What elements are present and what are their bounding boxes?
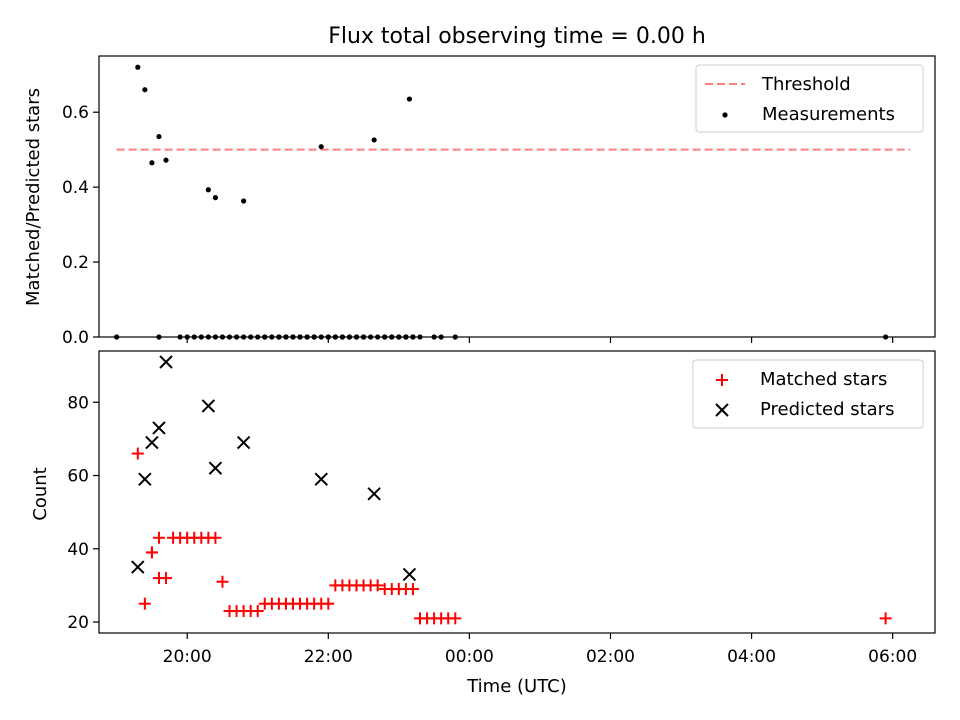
y-tick-label: 0.2 <box>62 253 89 273</box>
predicted-star-stroke <box>152 421 166 435</box>
predicted-star-stroke <box>131 560 145 574</box>
y-tick-label: 60 <box>67 467 89 487</box>
matched-star-marker <box>406 583 419 596</box>
predicted-star-stroke <box>314 472 328 486</box>
predicted-star-stroke <box>159 355 173 369</box>
predicted-star-marker <box>367 487 381 501</box>
bottom-legend: Matched stars Predicted stars <box>692 359 924 429</box>
y-tick-label: 0.0 <box>62 328 89 348</box>
top-y-axis: 0.0 0.2 0.4 0.6 <box>62 103 99 348</box>
x-axis-label: Time (UTC) <box>466 676 567 697</box>
predicted-star-stroke <box>402 567 417 582</box>
predicted-star-stroke <box>201 399 216 413</box>
predicted-legend-marker <box>715 403 729 417</box>
x-tick-label: 00:00 <box>445 647 494 667</box>
measurement-point <box>135 64 141 70</box>
bottom-y-axis-label: Count <box>30 467 51 520</box>
y-tick-label: 80 <box>67 393 89 413</box>
bottom-plot-area <box>131 355 892 625</box>
measurement-point <box>241 198 247 204</box>
x-tick-label: 20:00 <box>163 647 212 667</box>
matched-star-marker <box>216 575 229 588</box>
matched-star-marker <box>449 612 462 625</box>
predicted-star-stroke <box>138 472 152 486</box>
predicted-star-marker <box>145 435 159 450</box>
chart-title: Flux total observing time = 0.00 h <box>328 24 706 49</box>
matched-star-marker <box>209 531 222 544</box>
matched-star-marker <box>879 612 892 625</box>
predicted-star-marker <box>138 472 152 486</box>
measurement-point <box>149 160 155 166</box>
x-tick-label: 06:00 <box>868 647 917 667</box>
measurement-point <box>205 187 211 193</box>
measurement-point <box>212 195 219 201</box>
matched-star-marker <box>251 605 264 618</box>
predicted-star-marker <box>236 435 251 450</box>
top-panel: 0.0 0.2 0.4 0.6 Matched/Predicted stars Thr… <box>23 55 936 348</box>
matched-star-marker <box>322 597 335 610</box>
y-tick-label: 40 <box>67 540 89 560</box>
top-legend: Threshold Measurements <box>695 64 924 133</box>
measurement-point <box>406 96 413 102</box>
x-tick-label: 04:00 <box>727 647 776 667</box>
predicted-star-marker <box>314 472 328 486</box>
predicted-star-stroke <box>236 435 251 450</box>
top-y-axis-label: Matched/Predicted stars <box>23 88 44 306</box>
bottom-axes-frame <box>98 350 936 634</box>
predicted-star-marker <box>208 461 223 475</box>
y-tick-label: 20 <box>67 613 89 633</box>
predicted-star-stroke <box>367 487 381 501</box>
x-tick-label: 22:00 <box>304 647 353 667</box>
matched-star-marker <box>131 447 144 460</box>
top-x-axis <box>186 337 894 343</box>
predicted-star-marker <box>402 567 417 582</box>
matched-star-marker <box>160 572 173 585</box>
matched-legend-label: Matched stars <box>760 369 887 390</box>
predicted-star-stroke <box>145 435 159 450</box>
bottom-x-axis: 20:00 22:00 00:00 02:00 04:00 06:00 <box>163 633 917 667</box>
bottom-legend-box <box>692 359 924 429</box>
y-tick-label: 0.4 <box>62 178 89 198</box>
predicted-star-stroke <box>208 461 223 475</box>
measurement-point <box>318 144 324 150</box>
predicted-star-marker <box>159 355 173 369</box>
measurement-point <box>142 87 148 93</box>
predicted-star-marker <box>152 421 166 435</box>
measurements-legend-marker <box>722 112 728 118</box>
predicted-star-marker <box>131 560 145 574</box>
measurement-point <box>156 133 162 140</box>
matched-star-marker <box>138 597 151 610</box>
measurements-legend-label: Measurements <box>762 104 895 125</box>
measurement-point <box>163 157 169 163</box>
bottom-y-axis: 20 40 60 80 <box>67 393 99 633</box>
top-legend-box <box>695 64 924 133</box>
matched-star-marker <box>152 531 165 544</box>
top-axes-frame <box>98 55 936 338</box>
predicted-star-marker <box>201 399 216 413</box>
matched-legend-marker <box>716 374 728 386</box>
y-tick-label: 0.6 <box>62 103 89 123</box>
measurement-point <box>371 137 377 143</box>
predicted-legend-label: Predicted stars <box>760 399 894 420</box>
threshold-legend-label: Threshold <box>761 74 851 95</box>
matched-star-marker <box>371 579 384 592</box>
matched-star-marker <box>145 546 158 559</box>
x-tick-label: 02:00 <box>586 647 635 667</box>
